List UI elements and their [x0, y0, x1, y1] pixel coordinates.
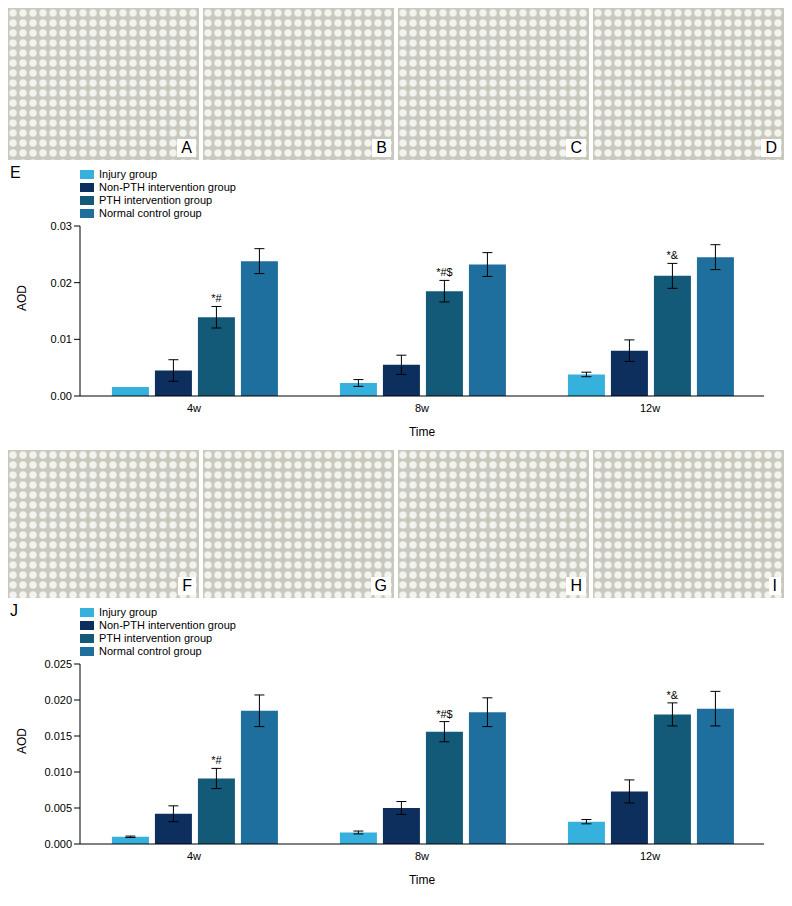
svg-text:*#$: *#$	[436, 266, 453, 278]
html-text:A: A	[181, 139, 192, 156]
html-text:I: I	[772, 577, 777, 594]
svg-text:8w: 8w	[415, 402, 429, 414]
html-text:D: D	[765, 139, 777, 156]
svg-text:AOD: AOD	[15, 728, 29, 754]
html-text:F: F	[182, 577, 192, 594]
svg-text:4w: 4w	[187, 402, 201, 414]
svg-text:0.015: 0.015	[44, 730, 72, 742]
html-text:C: C	[570, 139, 582, 156]
svg-text:0.000: 0.000	[44, 838, 72, 850]
svg-text:0.020: 0.020	[44, 694, 72, 706]
html-text:PTH intervention group: PTH intervention group	[99, 632, 213, 644]
html-text:H: H	[570, 577, 582, 594]
svg-text:0.025: 0.025	[44, 658, 72, 670]
svg-text:AOD: AOD	[15, 285, 29, 311]
svg-text:0.02: 0.02	[51, 277, 72, 289]
svg-text:4w: 4w	[187, 850, 201, 862]
svg-text:Time: Time	[409, 425, 436, 439]
svg-text:*#: *#	[211, 754, 222, 766]
svg-text:*#: *#	[211, 292, 222, 304]
html-text:Injury group: Injury group	[99, 168, 158, 180]
html-text:PTH intervention group: PTH intervention group	[99, 194, 213, 206]
svg-text:Time: Time	[409, 873, 436, 887]
html-text:J: J	[10, 602, 18, 619]
html-text:G: G	[374, 577, 387, 594]
svg-text:12w: 12w	[640, 402, 660, 414]
html-text:Normal control group: Normal control group	[99, 207, 202, 219]
html-text:Non-PTH intervention group: Non-PTH intervention group	[99, 181, 236, 193]
html-text:B: B	[376, 139, 387, 156]
svg-text:*&: *&	[667, 689, 679, 701]
svg-text:8w: 8w	[415, 850, 429, 862]
svg-text:12w: 12w	[640, 850, 660, 862]
svg-text:0.00: 0.00	[51, 390, 72, 402]
svg-text:0.010: 0.010	[44, 766, 72, 778]
svg-text:0.005: 0.005	[44, 802, 72, 814]
svg-text:*&: *&	[667, 249, 679, 261]
html-text:Injury group: Injury group	[99, 606, 158, 618]
svg-text:0.03: 0.03	[51, 220, 72, 232]
html-text:Non-PTH intervention group: Non-PTH intervention group	[99, 619, 236, 631]
html-text:E: E	[10, 164, 21, 181]
svg-text:0.01: 0.01	[51, 333, 72, 345]
html-text:Normal control group: Normal control group	[99, 645, 202, 657]
svg-text:*#$: *#$	[436, 708, 453, 720]
